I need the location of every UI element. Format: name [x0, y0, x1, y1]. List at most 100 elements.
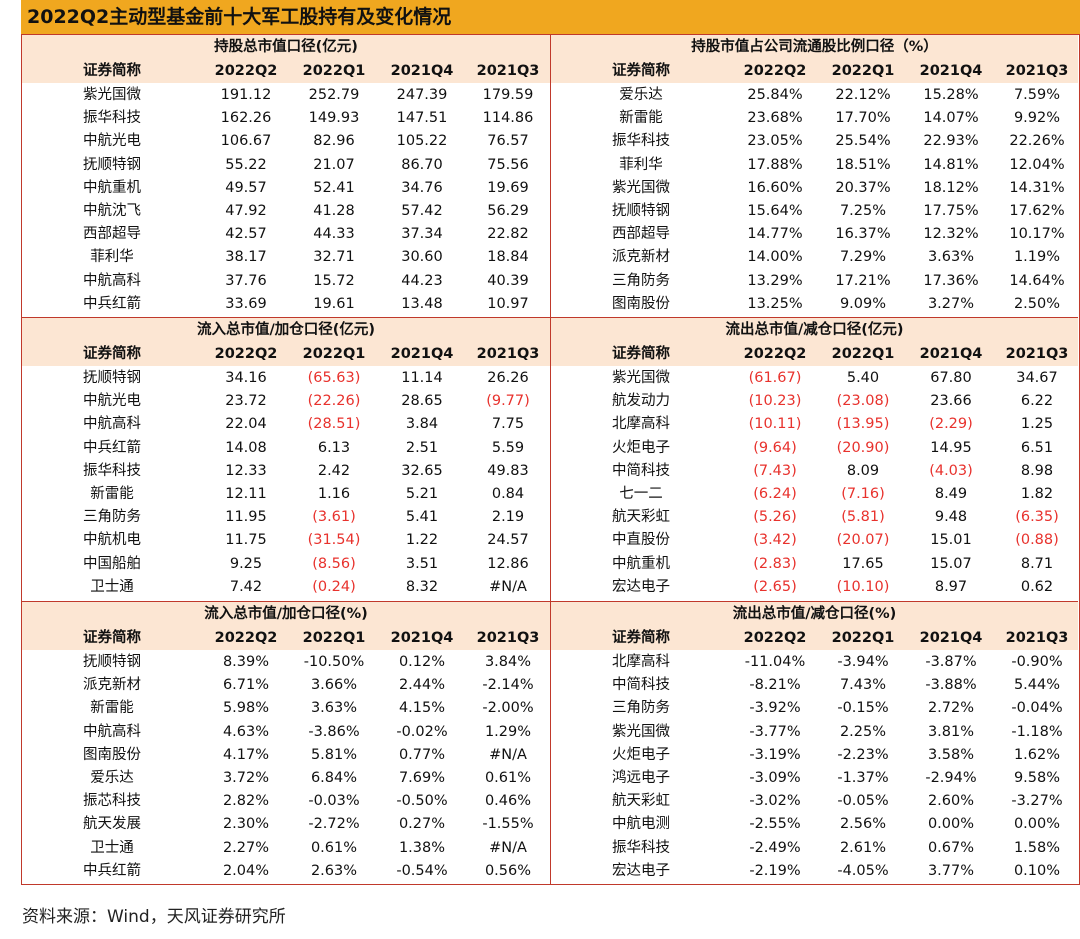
table-row: 振华科技 162.26 149.93 147.51 114.86	[22, 107, 550, 130]
value-cell: 41.28	[313, 203, 355, 219]
column-header: 2021Q3	[1005, 346, 1069, 362]
column-header: 2021Q4	[390, 63, 454, 79]
value-cell: -0.03%	[308, 793, 360, 810]
value-cell: 12.86	[487, 555, 529, 572]
column-header: 2021Q3	[1005, 63, 1069, 79]
column-header: 证券简称	[83, 630, 141, 646]
value-cell: -3.92%	[749, 700, 801, 717]
value-cell: (6.24)	[753, 486, 797, 502]
value-cell: 7.75	[491, 416, 525, 433]
value-cell: (2.83)	[753, 555, 797, 572]
value-cell: 2.04%	[222, 862, 270, 879]
table-row: 振芯科技 2.82% -0.03% -0.50% 0.46%	[22, 790, 550, 813]
value-cell: 2.56%	[839, 816, 887, 833]
value-cell: 8.39%	[222, 654, 270, 670]
value-cell: 5.44%	[1013, 677, 1061, 694]
value-cell: 7.42	[229, 578, 263, 595]
value-cell: 9.25	[229, 555, 263, 572]
value-cell: 40.39	[487, 272, 529, 289]
table-row: 紫光国微 -3.77% 2.25% 3.81% -1.18%	[551, 721, 1078, 744]
value-cell: 0.00%	[1013, 816, 1061, 833]
value-cell: 75.56	[487, 156, 529, 173]
security-name-cell: 中简科技	[612, 462, 670, 479]
value-cell: 14.77%	[747, 226, 803, 243]
value-cell: 56.29	[487, 203, 529, 219]
panel-outflow-pct: 流出总市值/减仓口径(%) 证券简称 2022Q2 2022Q1 2021Q4 2021Q…	[550, 601, 1078, 884]
value-cell: 191.12	[220, 87, 272, 103]
value-cell: 17.70%	[835, 110, 891, 127]
value-cell: 252.79	[308, 87, 360, 103]
security-name-cell: 抚顺特钢	[612, 203, 670, 219]
value-cell: -1.18%	[1011, 723, 1063, 740]
value-cell: 6.71%	[222, 677, 270, 694]
value-cell: 2.27%	[222, 839, 270, 856]
value-cell: 0.00%	[927, 816, 975, 833]
table-row: 新雷能 5.98% 3.63% 4.15% -2.00%	[22, 697, 550, 720]
panel-header-background	[22, 35, 550, 83]
value-cell: 22.82	[487, 226, 529, 243]
table-row: 振华科技 12.33 2.42 32.65 49.83	[22, 460, 550, 483]
value-cell: (9.77)	[486, 393, 530, 410]
value-cell: 3.51	[405, 555, 439, 572]
panel-header-background	[551, 35, 1078, 83]
value-cell: 23.05%	[747, 133, 803, 150]
value-cell: 32.71	[313, 249, 355, 266]
value-cell: 10.97	[487, 295, 529, 312]
value-cell: 20.37%	[835, 179, 891, 196]
column-header-row: 证券简称 2022Q2 2022Q1 2021Q4 2021Q3	[551, 626, 1078, 650]
value-cell: -2.14%	[482, 677, 534, 694]
value-cell: 23.68%	[747, 110, 803, 127]
value-cell: 5.59	[491, 439, 525, 456]
column-header: 2021Q3	[476, 630, 540, 646]
value-cell: -8.21%	[749, 677, 801, 694]
column-header: 2022Q1	[302, 63, 366, 79]
value-cell: -3.94%	[837, 654, 889, 670]
column-header-row: 证券简称 2022Q2 2022Q1 2021Q4 2021Q3	[22, 59, 550, 83]
value-cell: 179.59	[482, 87, 534, 103]
value-cell: 12.11	[225, 486, 267, 502]
security-name-cell: 北摩高科	[612, 654, 670, 670]
panel-inflow-pct: 流入总市值/加仓口径(%) 证券简称 2022Q2 2022Q1 2021Q4 2021Q…	[22, 601, 550, 884]
security-name-cell: 航天彩虹	[612, 793, 670, 810]
value-cell: 57.42	[401, 203, 443, 219]
value-cell: 2.72%	[927, 700, 975, 717]
value-cell: 25.84%	[747, 87, 803, 103]
value-cell: 30.60	[401, 249, 443, 266]
value-cell: 17.36%	[923, 272, 979, 289]
security-name-cell: 抚顺特钢	[83, 156, 141, 173]
value-cell: 19.69	[487, 179, 529, 196]
table-row: 中简科技 -8.21% 7.43% -3.88% 5.44%	[551, 674, 1078, 697]
table-row: 中航电测 -2.55% 2.56% 0.00% 0.00%	[551, 813, 1078, 836]
table-row: 七一二 (6.24) (7.16) 8.49 1.82	[551, 483, 1078, 506]
security-name-cell: 菲利华	[619, 156, 663, 173]
table-row: 中航光电 106.67 82.96 105.22 76.57	[22, 130, 550, 153]
value-cell: 13.25%	[747, 295, 803, 312]
value-cell: 17.75%	[923, 203, 979, 219]
value-cell: 17.88%	[747, 156, 803, 173]
column-header-row: 证券简称 2022Q2 2022Q1 2021Q4 2021Q3	[551, 59, 1078, 83]
value-cell: 82.96	[313, 133, 355, 150]
value-cell: 15.07	[930, 555, 972, 572]
value-cell: 15.72	[313, 272, 355, 289]
value-cell: 32.65	[401, 462, 443, 479]
table-row: 中航高科 37.76 15.72 44.23 40.39	[22, 270, 550, 293]
table-row: 中航高科 4.63% -3.86% -0.02% 1.29%	[22, 721, 550, 744]
value-cell: 0.77%	[398, 746, 446, 763]
value-cell: 12.04%	[1009, 156, 1065, 173]
security-name-cell: 宏达电子	[612, 862, 670, 879]
table-row: 抚顺特钢 34.16 (65.63) 11.14 26.26	[22, 367, 550, 390]
panel-title: 流入总市值/加仓口径(亿元)	[196, 322, 376, 338]
table-row: 新雷能 23.68% 17.70% 14.07% 9.92%	[551, 107, 1078, 130]
panel-title: 持股市值占公司流通股比例口径（%）	[691, 39, 938, 55]
holdings-tables-grid: 持股总市值口径(亿元) 证券简称 2022Q2 2022Q1 2021Q4 2021Q3 紫…	[21, 34, 1080, 885]
value-cell: 37.76	[225, 272, 267, 289]
value-cell: 9.09%	[839, 295, 887, 312]
table-row: 火炬电子 -3.19% -2.23% 3.58% 1.62%	[551, 744, 1078, 767]
value-cell: -11.04%	[744, 654, 806, 670]
table-row: 中国船舶 9.25 (8.56) 3.51 12.86	[22, 553, 550, 576]
security-name-cell: 派克新材	[83, 677, 141, 694]
value-cell: 15.28%	[923, 87, 979, 103]
table-row: 振华科技 -2.49% 2.61% 0.67% 1.58%	[551, 837, 1078, 860]
value-cell: 17.21%	[835, 272, 891, 289]
value-cell: 6.22	[1020, 393, 1054, 410]
